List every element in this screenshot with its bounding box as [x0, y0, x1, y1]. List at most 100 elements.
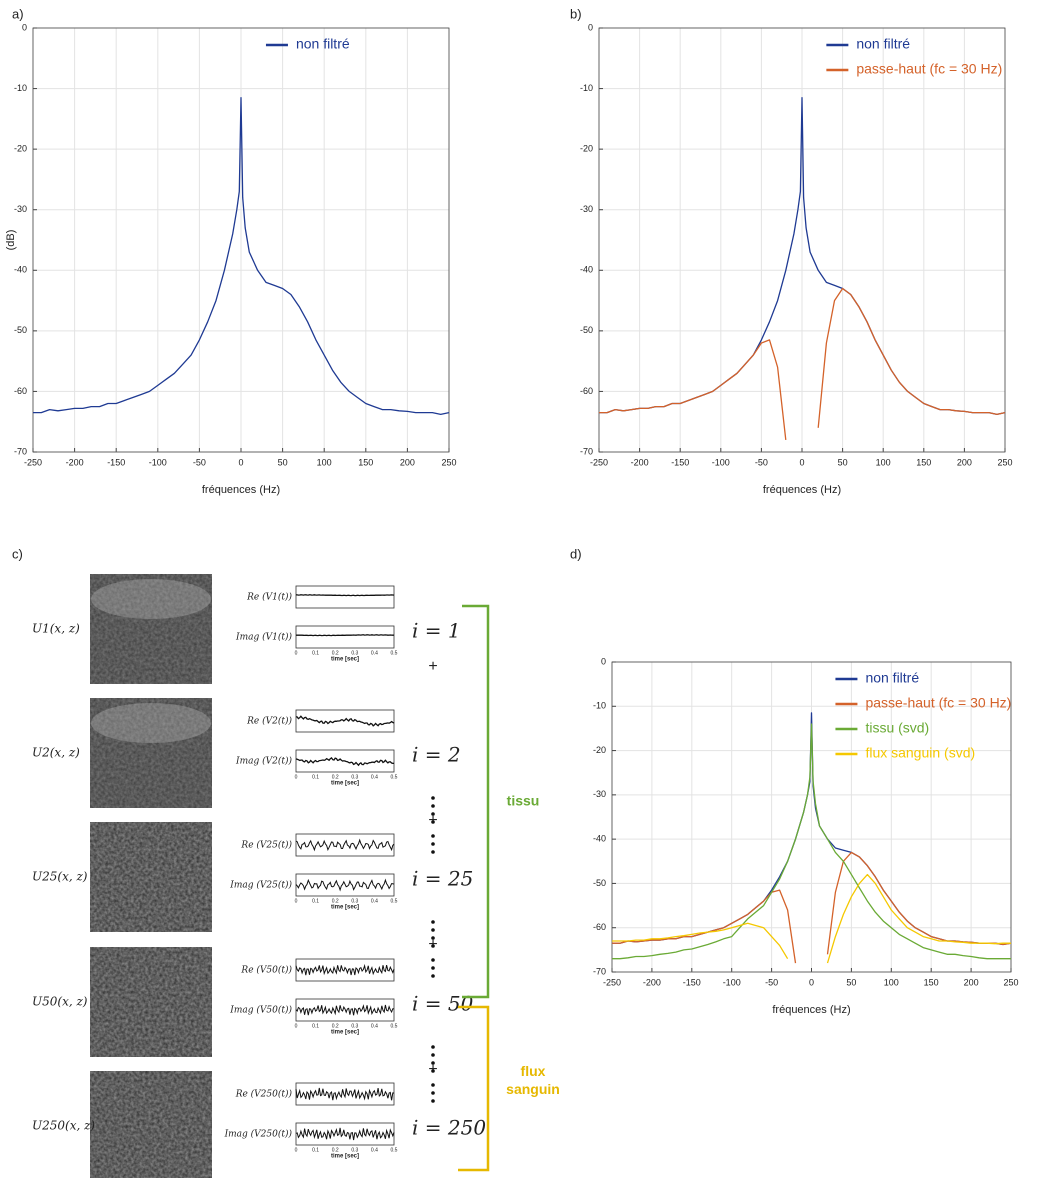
x-tick-label: -200 — [643, 977, 661, 987]
plot-frame — [611, 661, 1012, 973]
small-x-tick-label: 0.5 — [391, 774, 398, 780]
series-line — [33, 97, 450, 416]
y-tick-label: -10 — [593, 701, 606, 711]
x-tick-label: 50 — [838, 457, 848, 467]
legend-label: flux sanguin (svd) — [865, 745, 975, 761]
signal-label: Re (V2(t)) — [246, 716, 292, 727]
signal-trace — [295, 838, 395, 852]
y-tick-label: -60 — [580, 386, 593, 396]
ellipsis-dot — [431, 796, 435, 800]
y-tick-label: -10 — [580, 83, 593, 93]
panel-label: d) — [570, 546, 582, 561]
x-tick-label: -250 — [24, 457, 42, 467]
panel-label: c) — [12, 546, 23, 561]
small-x-tick-label: 0 — [295, 1147, 298, 1153]
small-x-tick-label: 0.4 — [371, 1147, 378, 1153]
small-x-tick-label: 0.1 — [312, 1147, 319, 1153]
signal-label: Re (V250(t)) — [235, 1089, 293, 1100]
mode-image-highlight — [91, 703, 211, 743]
y-tick-label: -20 — [14, 144, 27, 154]
signal-label: Re (V1(t)) — [246, 592, 292, 603]
small-x-tick-label: 0.4 — [371, 650, 378, 656]
x-tick-label: -200 — [631, 457, 649, 467]
y-tick-label: -60 — [14, 386, 27, 396]
small-x-tick-label: 0 — [295, 1023, 298, 1029]
series-line — [612, 723, 1011, 960]
y-axis-label: (dB) — [5, 230, 17, 251]
small-x-tick-label: 0.5 — [391, 898, 398, 904]
mode-image-label: U1(x, z) — [32, 622, 80, 636]
small-x-tick-label: 0.5 — [391, 650, 398, 656]
legend-label: non filtré — [865, 670, 919, 686]
signal-label: Imag (V2(t)) — [235, 756, 292, 767]
x-tick-label: -100 — [149, 457, 167, 467]
small-x-tick-label: 0.1 — [312, 774, 319, 780]
y-tick-label: -20 — [580, 144, 593, 154]
small-x-tick-label: 0.4 — [371, 774, 378, 780]
signal-trace — [295, 1004, 395, 1016]
small-x-tick-label: 0.1 — [312, 1023, 319, 1029]
small-x-axis-label: time [sec] — [331, 781, 359, 787]
x-tick-label: 200 — [964, 977, 979, 987]
signal-box — [295, 625, 395, 649]
x-tick-label: -50 — [765, 977, 778, 987]
y-tick-label: 0 — [22, 22, 27, 32]
small-x-axis-label: time [sec] — [331, 1030, 359, 1036]
signal-trace — [295, 878, 395, 892]
tissue-label: tissu — [507, 793, 540, 809]
small-x-tick-label: 0.2 — [332, 1147, 339, 1153]
index-label: i = 1 — [412, 619, 461, 643]
y-tick-label: -40 — [580, 265, 593, 275]
signal-label: Imag (V250(t)) — [224, 1129, 293, 1140]
signal-label: Re (V50(t)) — [240, 965, 292, 976]
ellipsis-dot — [431, 936, 435, 940]
mode-image-label: U50(x, z) — [32, 995, 88, 1009]
signal-box — [295, 709, 395, 733]
ellipsis-dot — [431, 1061, 435, 1065]
ellipsis-dot — [431, 820, 435, 824]
signal-trace — [295, 963, 395, 976]
y-tick-label: 0 — [601, 656, 606, 666]
legend-label: non filtré — [296, 36, 350, 52]
tissue-bracket — [462, 604, 490, 999]
x-tick-label: 250 — [997, 457, 1012, 467]
x-tick-label: 150 — [924, 977, 939, 987]
ellipsis-dot — [431, 850, 435, 854]
small-x-tick-label: 0 — [295, 774, 298, 780]
x-tick-label: -150 — [683, 977, 701, 987]
small-x-tick-label: 0.1 — [312, 650, 319, 656]
ellipsis-dot — [431, 958, 435, 962]
x-tick-label: 0 — [809, 977, 814, 987]
x-tick-label: 100 — [876, 457, 891, 467]
small-x-tick-label: 0.4 — [371, 898, 378, 904]
index-label: i = 2 — [412, 743, 461, 767]
mode-image — [90, 1071, 212, 1181]
x-tick-label: -250 — [603, 977, 621, 987]
ellipsis-dot — [431, 834, 435, 838]
signal-trace — [295, 757, 395, 767]
panel-label: b) — [570, 6, 582, 21]
series-line — [612, 873, 1011, 964]
small-x-tick-label: 0.2 — [332, 1023, 339, 1029]
x-tick-label: 100 — [884, 977, 899, 987]
small-x-tick-label: 0.2 — [332, 898, 339, 904]
x-tick-label: 0 — [238, 457, 243, 467]
x-axis-label: fréquences (Hz) — [772, 1004, 850, 1016]
signal-label: Imag (V25(t)) — [229, 880, 292, 891]
index-label: i = 25 — [412, 867, 473, 891]
y-tick-label: -40 — [14, 265, 27, 275]
small-x-tick-label: 0.5 — [391, 1023, 398, 1029]
series-line — [599, 287, 1006, 440]
y-tick-label: -60 — [593, 922, 606, 932]
mode-image — [90, 698, 212, 808]
signal-box — [295, 585, 395, 609]
ellipsis-dot — [431, 812, 435, 816]
small-x-axis-label: time [sec] — [331, 905, 359, 911]
x-tick-label: -150 — [107, 457, 125, 467]
signal-box — [295, 833, 395, 857]
ellipsis-dot — [431, 920, 435, 924]
mode-image — [90, 947, 212, 1057]
signal-trace — [295, 594, 395, 597]
legend-label: non filtré — [856, 36, 910, 52]
ellipsis-dot — [431, 804, 435, 808]
